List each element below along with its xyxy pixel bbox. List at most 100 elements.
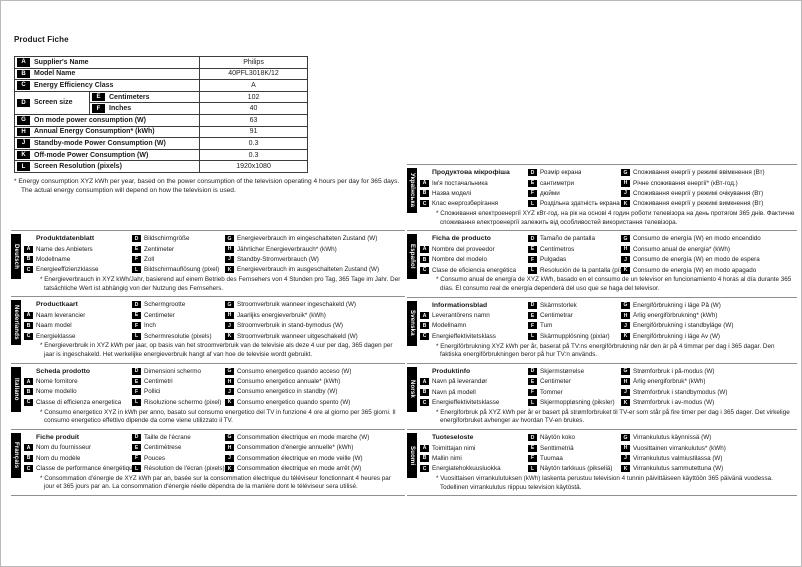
section-item: E Centimeter <box>528 377 621 387</box>
section-column-2: D Taille de l'écrane E Centimètrese F Pouces L… <box>132 432 225 474</box>
item-label: Jährlicher Energieverbrauch* (kWh) <box>237 245 337 253</box>
section-item: L Schermresolutie (pixels) <box>132 331 225 341</box>
section-item: L Risoluzione schermo (pixel) <box>132 397 225 407</box>
language-tab: Nederlands <box>11 300 21 346</box>
section-item: K Споживання енергії у режимі вимкнення (… <box>621 199 797 209</box>
section-header: Tuoteseloste <box>432 434 474 442</box>
section-item: G Споживання енергії у режимі ввімкнення … <box>621 168 797 178</box>
row-label: Energy Efficiency Class <box>34 81 114 89</box>
section-column-3: G Energieverbrauch im eingeschalteten Zus… <box>225 234 405 276</box>
row-key-badge: K <box>17 150 30 160</box>
item-key-badge: C <box>24 465 33 473</box>
section-item: J Energiförbrukning i standbyläge (W) <box>621 321 797 331</box>
item-label: Vuosittainen virrankulutus* (kWh) <box>633 444 726 452</box>
section-item: H Vuosittainen virrankulutus* (kWh) <box>621 443 797 453</box>
item-label: Centimeter <box>144 311 175 319</box>
item-key-badge: A <box>24 378 33 386</box>
section-body: Tuoteseloste A Toimittajan nimi B Mallin nim… <box>420 433 797 475</box>
item-label: Pollici <box>144 388 161 396</box>
item-key-badge: H <box>225 378 234 386</box>
item-key-badge: D <box>132 433 141 441</box>
section-column-3: G Consommation électrique en mode marche … <box>225 432 405 474</box>
item-label: Pulgadas <box>540 256 567 264</box>
row-sublabel: Centimeters <box>109 93 150 101</box>
item-label: Name des Anbieters <box>36 245 93 253</box>
section-footnote: * Energiforbruk på XYZ kWh per år er bas… <box>436 408 790 425</box>
section-header: Productkaart <box>36 301 78 309</box>
section-item: B Mallin nimi <box>420 453 528 463</box>
row-key-badge: D <box>17 98 30 108</box>
item-key-badge: J <box>621 388 630 396</box>
section-column-2: D Dimensioni schermo E Centimetri F Pollici L R… <box>132 366 225 408</box>
section-item: C Energieeffizienzklasse <box>24 265 132 275</box>
section-item: D Tamaño de pantalla <box>528 234 621 244</box>
table-row: F Inches 40 <box>15 102 309 115</box>
section-column-1: Ficha de producto A Nombre del proveedor B N… <box>420 234 528 276</box>
section-item: C Classe di efficienza energetica <box>24 397 132 407</box>
item-label: Zentimeter <box>144 245 175 253</box>
section-footnote: * Energiförbrukning XYZ kWh per år, base… <box>436 342 775 359</box>
section-item: K Energieverbrauch im ausgeschalteten Zus… <box>225 265 405 275</box>
section-column-3: G Споживання енергії у режимі ввімкнення … <box>621 168 797 210</box>
item-label: Consumo energetico quando acceso (W) <box>237 367 352 375</box>
item-label: Розмір екрана <box>540 169 582 177</box>
section-column-2: D Tamaño de pantalla E Centímetros F Pulgadas… <box>528 234 621 276</box>
item-label: Consommation électrique en mode veille (… <box>237 454 363 462</box>
item-key-badge: F <box>528 256 537 264</box>
section-item: F Inch <box>132 321 225 331</box>
item-label: Клас енергозберігання <box>432 200 499 208</box>
item-label: Navn på leverandør <box>432 378 488 386</box>
item-label: Leverantörens namn <box>432 312 490 320</box>
section-item: J Stroomverbruik in stand-bymodus (W) <box>225 321 405 331</box>
item-key-badge: J <box>621 256 630 264</box>
item-label: Consumo energetico annuale* (kWh) <box>237 378 341 386</box>
section-header: Informationsblad <box>432 301 488 309</box>
item-label: Naam leverancier <box>36 311 86 319</box>
item-label: Energiförbrukning i läge På (W) <box>633 301 721 309</box>
item-key-badge: D <box>528 434 537 442</box>
section-column-2: D Bildschirmgröße E Zentimeter F Zoll L Bildsch… <box>132 234 225 276</box>
item-key-badge: K <box>225 398 234 406</box>
item-label: Consumo energetico in standby (W) <box>237 388 338 396</box>
section-item: F Zoll <box>132 254 225 264</box>
item-key-badge: G <box>225 235 234 243</box>
item-label: Energieklasse <box>36 332 76 340</box>
item-key-badge: A <box>420 245 429 253</box>
section-item: D Schermgrootte <box>132 300 225 310</box>
item-key-badge: J <box>621 189 630 197</box>
section-item: H Consumo energetico annuale* (kWh) <box>225 376 405 386</box>
section-item: A Nome fornitore <box>24 376 132 386</box>
item-key-badge: K <box>225 465 234 473</box>
item-key-badge: B <box>420 454 429 462</box>
section-footnote: * Consommation d'énergie de XYZ kWh par … <box>40 474 391 491</box>
item-key-badge: J <box>621 454 630 462</box>
item-key-badge: A <box>420 444 429 452</box>
item-label: Centimetri <box>144 378 173 386</box>
item-label: Nombre del proveedor <box>432 245 495 253</box>
item-key-badge: F <box>132 388 141 396</box>
table-row: D Screen size E Centimeters 102 <box>14 90 309 115</box>
row-label-cell: H Annual Energy Consumption* (kWh) <box>13 125 201 139</box>
row-key-badge: C <box>17 81 30 90</box>
row-label: On mode power consumption (W) <box>34 116 146 124</box>
item-key-badge: H <box>621 312 630 320</box>
item-key-badge: J <box>225 388 234 396</box>
item-key-badge: E <box>528 444 537 452</box>
row-key-badge: L <box>17 162 30 171</box>
section-header: Ficha de producto <box>432 235 491 243</box>
section-item: A Nom du fournisseur <box>24 443 132 453</box>
row-key-badge: J <box>17 139 30 148</box>
row-label-cell: D Screen size <box>14 90 90 115</box>
item-key-badge: J <box>225 454 234 462</box>
item-label: Skärmstorlek <box>540 301 577 309</box>
language-section: Deutsch Produktdatenblatt A Name des Anbiet… <box>11 231 405 298</box>
item-label: Nom du fournisseur <box>36 444 91 452</box>
item-key-badge: A <box>24 245 33 253</box>
section-body: Produktdatenblatt A Name des Anbieters B Mod… <box>24 234 405 276</box>
item-key-badge: F <box>528 189 537 197</box>
section-item: G Strømforbruk i på-modus (W) <box>621 366 797 376</box>
item-key-badge: E <box>528 179 537 187</box>
item-label: Stroomverbruik wanneer ingeschakeld (W) <box>237 301 356 309</box>
item-key-badge: C <box>24 266 33 274</box>
item-key-badge: A <box>420 179 429 187</box>
